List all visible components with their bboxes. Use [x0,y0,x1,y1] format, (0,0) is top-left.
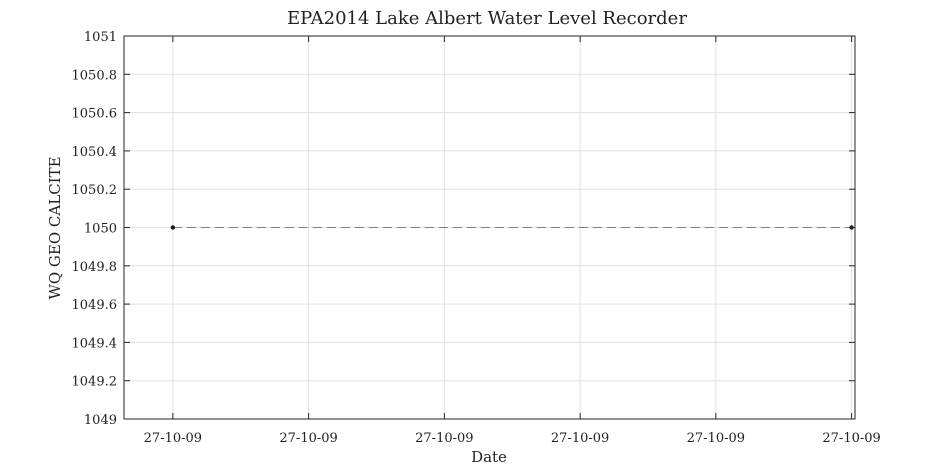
x-tick-label: 27-10-09 [822,431,880,446]
y-tick-label: 1049.8 [72,260,118,275]
y-tick-labels: 1049 1049.2 1049.4 1049.6 1049.8 1050 1050.2 10… [72,30,118,428]
y-axis-label: WQ GEO CALCITE [46,156,64,299]
chart-title: EPA2014 Lake Albert Water Level Recorder [287,8,687,29]
y-tick-label: 1049.4 [72,336,118,351]
y-tick-label: 1049.2 [72,375,118,390]
y-tick-label: 1049.6 [72,298,118,313]
y-tick-label: 1050.6 [72,107,118,122]
y-tick-label: 1050.8 [72,68,118,83]
x-tick-label: 27-10-09 [415,431,473,446]
x-tick-label: 27-10-09 [144,431,202,446]
y-tick-label: 1050.2 [72,183,118,198]
x-tick-label: 27-10-09 [551,431,609,446]
x-axis-label: Date [471,448,507,466]
x-tick-label: 27-10-09 [687,431,745,446]
series-layer [171,225,854,229]
data-point [171,225,175,229]
y-tick-label: 1049 [84,413,117,428]
y-tick-label: 1050.4 [72,145,118,160]
x-tick-labels: 27-10-09 27-10-09 27-10-09 27-10-09 27-10-09… [144,431,881,446]
y-tick-label: 1050 [84,222,117,237]
y-tick-label: 1051 [84,30,117,45]
x-tick-label: 27-10-09 [279,431,337,446]
